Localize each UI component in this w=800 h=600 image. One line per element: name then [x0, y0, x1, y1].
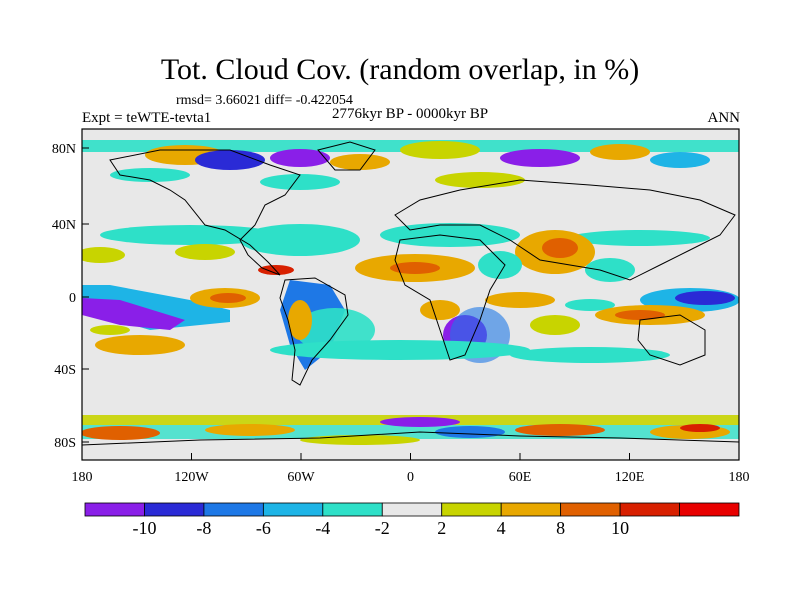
colorbar-label: -4 — [315, 518, 330, 538]
coastline-africa — [394, 234, 506, 361]
coastline-south-america — [279, 277, 349, 386]
stats-line: rmsd= 3.66021 diff= -0.422054 — [176, 93, 353, 108]
field-patch — [210, 293, 246, 303]
field-patch — [330, 154, 390, 170]
experiment-label: Expt = teWTE-tevta1 — [82, 110, 212, 126]
field-patch — [565, 299, 615, 311]
colorbar-label: 10 — [611, 518, 629, 538]
field-patch — [435, 426, 505, 438]
lat-tick-label: 40S — [54, 363, 76, 378]
colorbar-label: 8 — [556, 518, 565, 538]
field-patch — [590, 144, 650, 160]
field-patch — [240, 224, 360, 256]
longitude-axis: 180 120W 60W 0 60E 120E 180 — [72, 453, 750, 485]
field-patch — [485, 292, 555, 308]
map-background — [82, 129, 739, 460]
coastline-eurasia — [394, 179, 736, 281]
map-plot-area — [81, 128, 740, 461]
lon-tick-label: 120W — [174, 470, 209, 485]
colorbar-swatch — [322, 502, 383, 517]
colorbar-swatch — [441, 502, 502, 517]
field-patch — [82, 426, 160, 440]
coastline-antarctica — [82, 431, 739, 446]
field-patch — [435, 172, 525, 188]
lat-tick-label: 0 — [69, 291, 76, 306]
colorbar-swatch — [144, 502, 205, 517]
colorbar-label: -2 — [375, 518, 390, 538]
lat-tick-label: 40N — [52, 218, 76, 233]
coastline-australia — [637, 314, 706, 366]
field-patch — [420, 300, 460, 320]
field-patch — [510, 347, 670, 363]
field-patch — [270, 149, 330, 167]
field-patch — [100, 225, 280, 245]
field-patch — [288, 300, 312, 340]
coastlines — [82, 141, 739, 446]
lon-tick-label: 180 — [72, 470, 93, 485]
lon-tick-label: 120E — [615, 470, 645, 485]
field-patch — [680, 424, 720, 432]
lon-tick-label: 180 — [729, 470, 750, 485]
lon-tick-label: 60W — [287, 470, 315, 485]
figure-title: Tot. Cloud Cov. (random overlap, in %) — [160, 53, 640, 86]
colorbar-label: 2 — [437, 518, 446, 538]
field-patch — [82, 298, 185, 330]
field-patch — [300, 435, 420, 445]
colorbar-swatch — [381, 502, 443, 517]
field-patch — [95, 335, 185, 355]
field-patch — [380, 417, 460, 427]
field-patch — [530, 315, 580, 335]
colorbar-swatch — [560, 502, 621, 517]
field-patch — [205, 424, 295, 436]
field-patch — [390, 262, 440, 274]
season-label: ANN — [707, 110, 741, 126]
field-patch — [478, 251, 522, 279]
lat-tick-label: 80S — [54, 436, 76, 451]
field-patch — [270, 340, 530, 360]
field-patch — [542, 238, 578, 258]
field-patch — [82, 425, 739, 439]
colorbar-label: -8 — [196, 518, 211, 538]
colorbar-swatch — [262, 502, 324, 517]
colorbar: -10 -8 -6 -4 -2 2 4 8 10 — [84, 502, 740, 538]
period-label: 2776kyr BP - 0000kyr BP — [331, 106, 489, 122]
coastline-greenland — [317, 141, 376, 171]
field-patch — [585, 258, 635, 282]
field-patch — [90, 325, 130, 335]
field-patch — [260, 174, 340, 190]
lat-tick-label: 80N — [52, 142, 76, 157]
field-patch — [195, 150, 265, 170]
field-patch — [110, 168, 190, 182]
field-patch — [615, 310, 665, 320]
lon-tick-label: 60E — [509, 470, 532, 485]
coastline-north-america — [109, 149, 301, 276]
colorbar-label: -10 — [132, 518, 156, 538]
colorbar-swatch — [203, 502, 264, 517]
lon-tick-label: 0 — [407, 470, 414, 485]
field-patch — [400, 141, 480, 159]
colorbar-swatch — [500, 502, 562, 517]
field-patch — [82, 247, 125, 263]
field-patch — [675, 291, 735, 305]
colorbar-swatch — [679, 502, 740, 517]
colorbar-swatch — [619, 502, 680, 517]
field-patch — [175, 244, 235, 260]
latitude-axis: 80N 40N 0 40S 80S — [52, 142, 89, 451]
field-patch — [515, 424, 605, 436]
field-patch — [570, 230, 710, 246]
colorbar-swatch — [84, 502, 145, 517]
colorbar-label: 4 — [497, 518, 506, 538]
field-patch — [650, 152, 710, 168]
colorbar-label: -6 — [256, 518, 271, 538]
anomaly-field — [82, 140, 739, 445]
field-patch — [500, 149, 580, 167]
